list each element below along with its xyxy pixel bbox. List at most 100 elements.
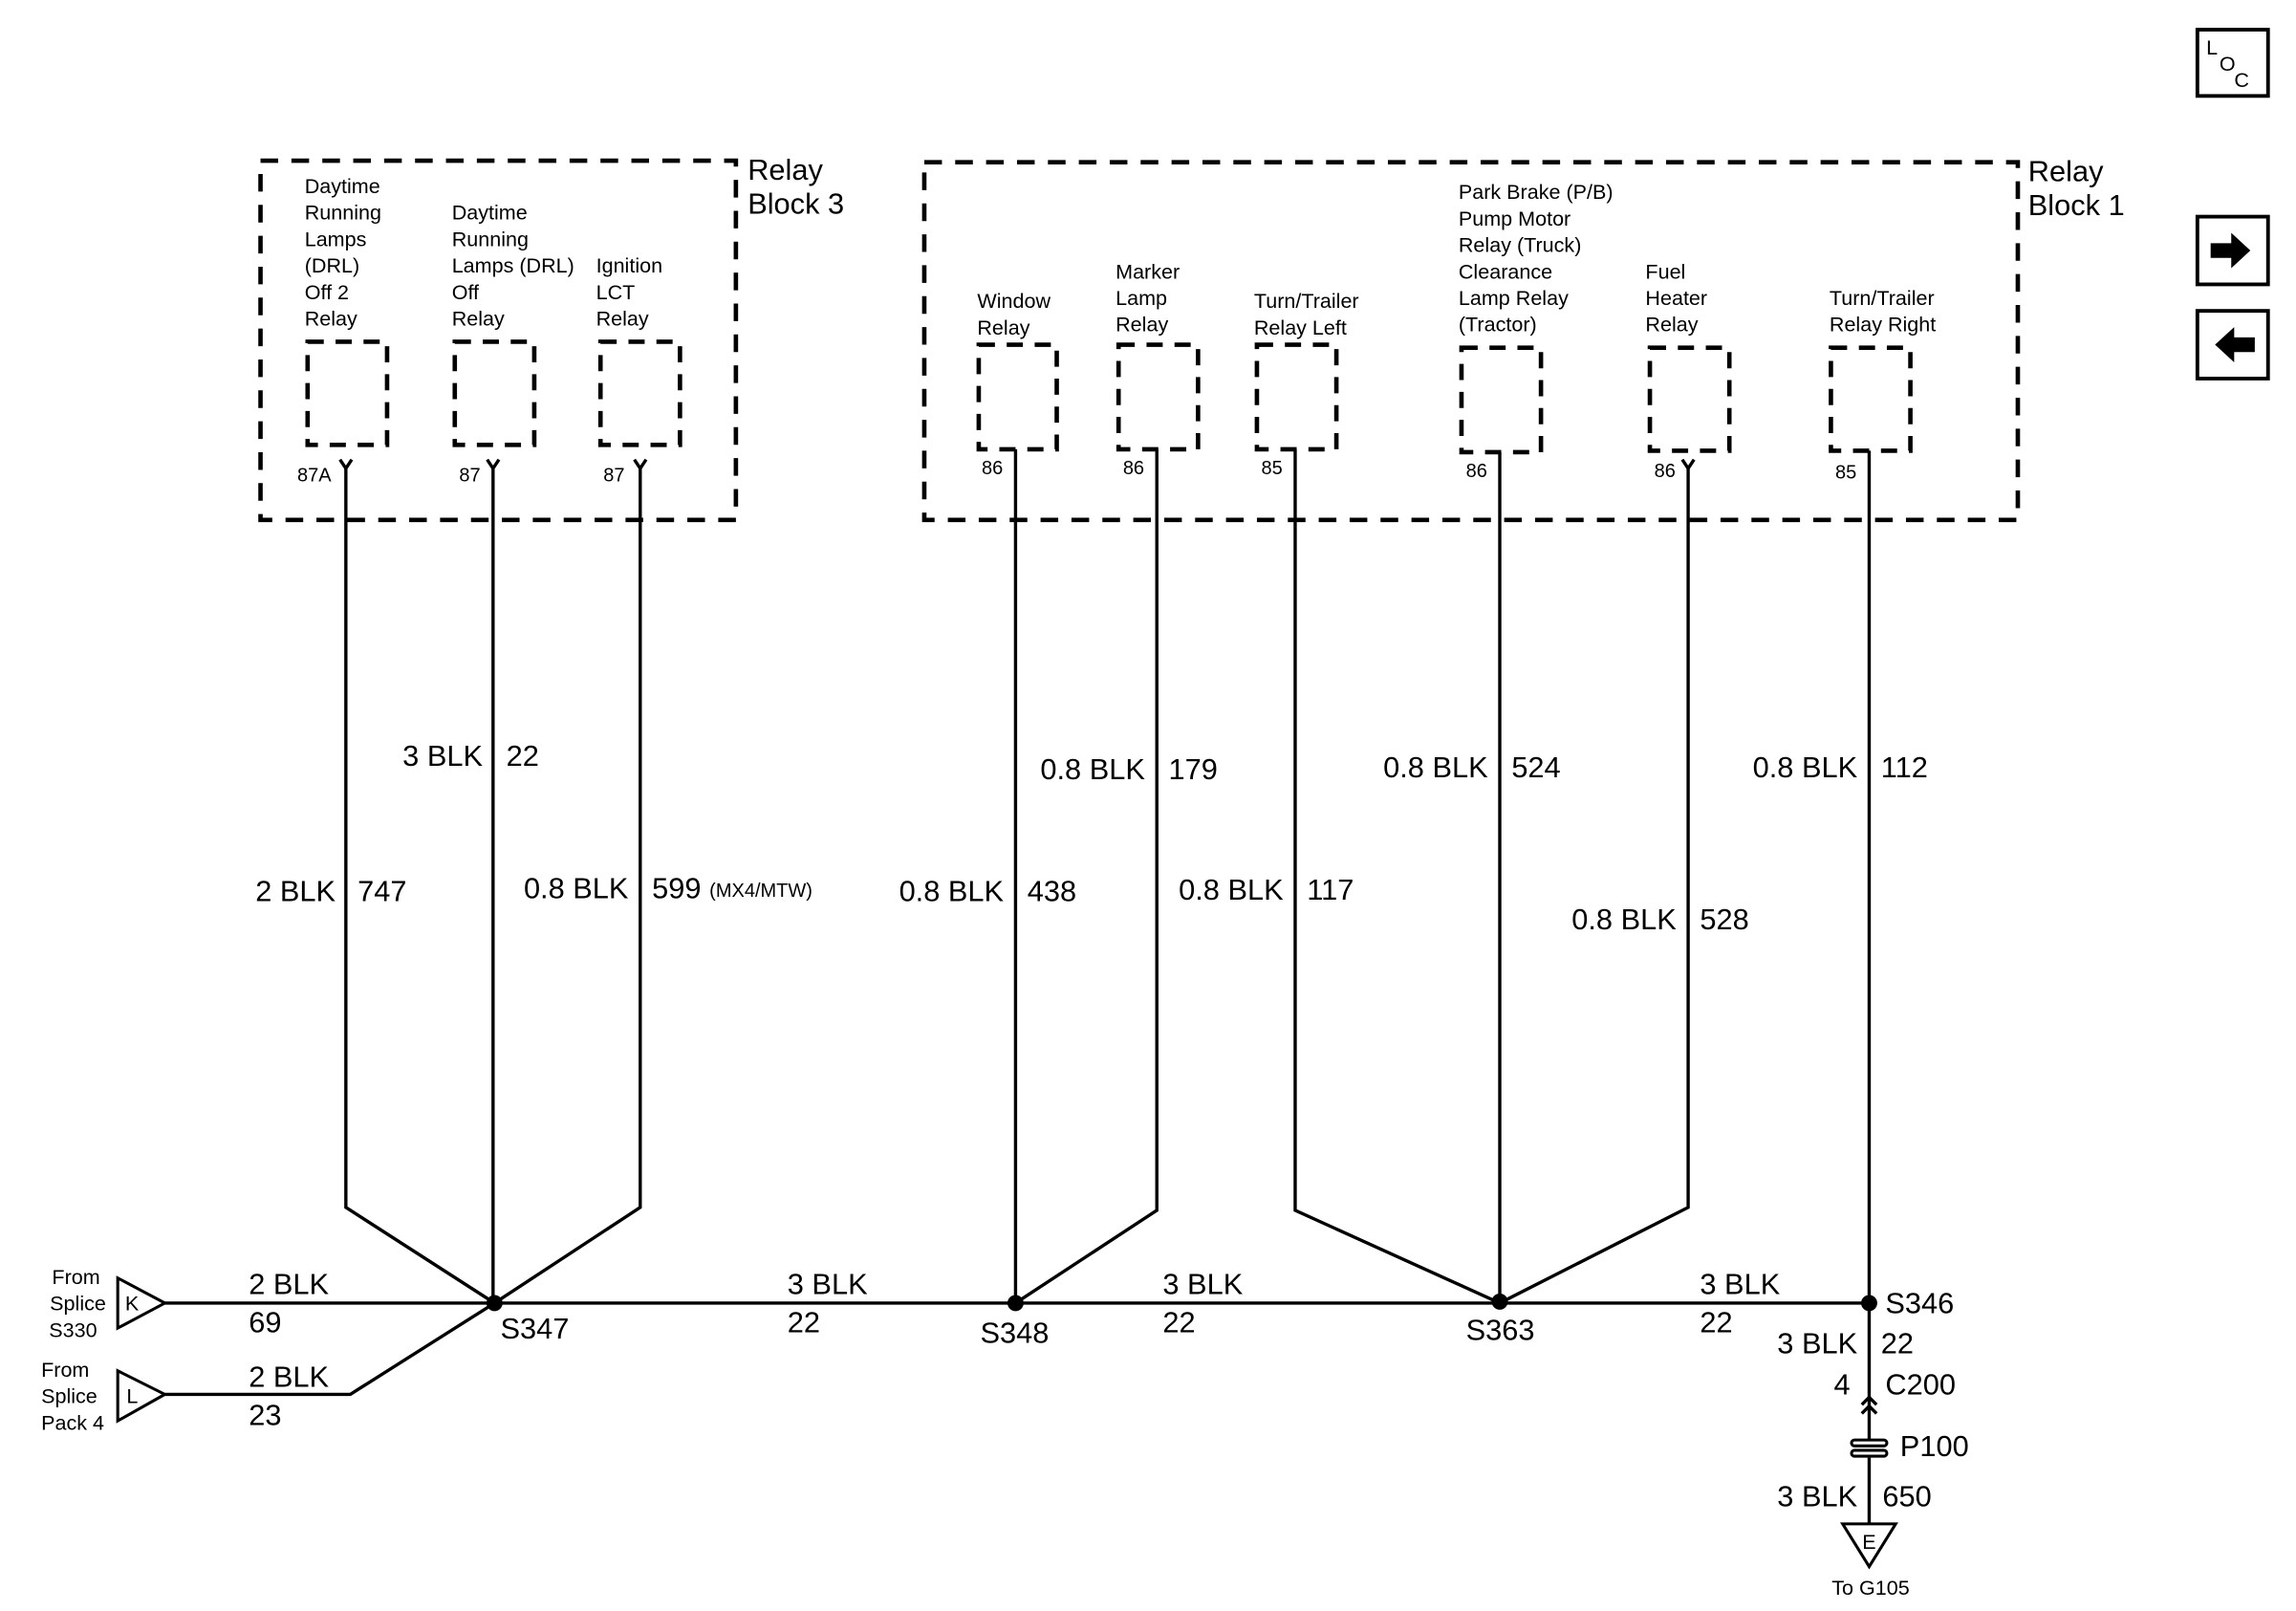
relay-park-brake-clearance[interactable]: Park Brake (P/B) Pump Motor Relay (Truck… <box>1459 180 1614 482</box>
wire-labels: 2 BLK 747 3 BLK 22 0.8 BLK 599 (MX4/MTW)… <box>249 739 1931 1513</box>
relay-label: Relay Right <box>1830 313 1936 337</box>
pin-label: 86 <box>1655 461 1676 482</box>
wire-gauge: 0.8 BLK <box>1753 751 1858 784</box>
wire-circuit: 650 <box>1882 1479 1931 1513</box>
source-label: Splice <box>50 1292 106 1316</box>
next-page-button[interactable] <box>2195 214 2270 287</box>
wire-circuit: 22 <box>1162 1306 1195 1339</box>
relay-block-1-label: Block 1 <box>2028 188 2125 222</box>
relay-label: LCT <box>596 280 636 304</box>
source-label: Pack 4 <box>41 1410 104 1434</box>
wire-23 <box>164 1301 496 1397</box>
ground-g105[interactable]: E To G105 <box>1831 1522 1910 1600</box>
wire-gauge: 0.8 BLK <box>1179 873 1284 906</box>
relay-block-1-label: Relay <box>2028 155 2104 188</box>
wire-circuit: 599 <box>652 872 701 905</box>
wire-gauge: 0.8 BLK <box>1571 903 1677 936</box>
wire-747 <box>344 468 496 1305</box>
relay-box <box>976 342 1059 452</box>
wire-gauge: 3 BLK <box>1162 1268 1243 1301</box>
connector-arrow-icon <box>116 1275 168 1331</box>
source-splice-pack-4[interactable]: L From Splice Pack 4 <box>41 1358 168 1434</box>
relay-drl-off[interactable]: Daytime Running Lamps (DRL) Off Relay 87 <box>452 201 574 487</box>
source-label: From <box>52 1265 99 1289</box>
pin-label: 87 <box>459 466 480 487</box>
relay-label: Relay <box>305 307 357 331</box>
wire-circuit: 22 <box>788 1306 820 1339</box>
connector-c200-p100: 4 C200 P100 <box>1834 1367 1969 1463</box>
wire-117 <box>1293 448 1501 1305</box>
wires <box>164 448 1872 1524</box>
relay-label: Clearance <box>1459 259 1552 283</box>
relay-label: Marker <box>1116 259 1180 283</box>
relay-marker-lamp[interactable]: Marker Lamp Relay 86 <box>1116 259 1201 479</box>
wire-circuit: 747 <box>357 875 406 908</box>
terminal-fork-icon <box>1680 458 1696 471</box>
splice-dot-s346 <box>1861 1295 1877 1312</box>
relay-label: Off <box>452 280 480 304</box>
relay-label: Window <box>977 289 1051 313</box>
relay-box <box>305 339 390 447</box>
splice-label: S347 <box>501 1312 570 1345</box>
inline-connector-icon <box>1850 1448 1889 1458</box>
relay-turn-trailer-right[interactable]: Turn/Trailer Relay Right 85 <box>1829 286 1936 484</box>
location-button[interactable]: L O C <box>2195 28 2270 98</box>
pin-label: 87A <box>297 466 332 487</box>
relay-label: Fuel <box>1645 259 1685 283</box>
relay-label: Relay <box>1116 313 1168 337</box>
wire-gauge: 0.8 BLK <box>524 872 629 905</box>
wire-circuit: 22 <box>507 739 539 773</box>
wire-circuit: 22 <box>1700 1306 1732 1339</box>
relay-label: Park Brake (P/B) <box>1459 180 1614 204</box>
terminal-fork-icon <box>338 458 354 471</box>
relay-label: Turn/Trailer <box>1830 286 1935 310</box>
arrow-left-icon <box>2215 327 2255 363</box>
relay-label: (DRL) <box>305 253 359 277</box>
relay-box <box>1116 342 1201 452</box>
relay-ignition-lct[interactable]: Ignition LCT Relay 87 <box>596 253 682 487</box>
splice-dot-s347 <box>486 1295 503 1312</box>
source-label: From <box>41 1358 89 1382</box>
relay-turn-trailer-left[interactable]: Turn/Trailer Relay Left 85 <box>1254 289 1359 479</box>
source-splice-s330[interactable]: K From Splice S330 <box>49 1265 168 1341</box>
source-letter: L <box>126 1384 138 1408</box>
relay-label: Relay <box>977 316 1029 339</box>
wire-circuit: 524 <box>1511 751 1560 784</box>
relay-label: Heater <box>1645 286 1707 310</box>
relay-label: Turn/Trailer <box>1254 289 1359 313</box>
relay-block-3: Relay Block 3 Daytime Running Lamps (DRL… <box>258 153 844 523</box>
relay-label: Lamp Relay <box>1459 286 1569 310</box>
arrow-right-icon <box>2210 232 2251 269</box>
wire-gauge: 3 BLK <box>1777 1479 1857 1513</box>
location-icon <box>2195 28 2270 98</box>
relay-label: Running <box>305 201 381 225</box>
wire-gauge: 0.8 BLK <box>899 875 1005 908</box>
relay-label: Lamps <box>305 227 367 250</box>
source-label: Splice <box>41 1384 97 1408</box>
wire-circuit: 69 <box>249 1306 281 1339</box>
relay-label: Relay <box>596 307 649 331</box>
previous-page-button[interactable] <box>2195 309 2270 381</box>
loc-letter: C <box>2234 68 2249 92</box>
splice-dot-s363 <box>1491 1293 1508 1310</box>
relay-box <box>1254 342 1339 452</box>
ground-letter: E <box>1862 1530 1875 1554</box>
connector-label: C200 <box>1885 1367 1956 1401</box>
relay-label: Relay <box>452 307 505 331</box>
wire-circuit: 117 <box>1307 873 1354 906</box>
wire-528 <box>1499 468 1690 1305</box>
ground-triangle-icon <box>1839 1522 1898 1570</box>
relay-label: Daytime <box>305 174 380 198</box>
pin-label: 85 <box>1262 458 1283 479</box>
connector-pin: 4 <box>1834 1367 1851 1401</box>
pin-label: 86 <box>982 458 1003 479</box>
relay-label: (Tractor) <box>1459 313 1537 337</box>
relay-drl-off-2[interactable]: Daytime Running Lamps (DRL) Off 2 Relay … <box>297 174 390 487</box>
loc-letter: L <box>2206 35 2218 59</box>
relay-fuel-heater[interactable]: Fuel Heater Relay 86 <box>1645 259 1732 482</box>
relay-window[interactable]: Window Relay 86 <box>976 289 1059 479</box>
splice-dot-s348 <box>1007 1295 1024 1312</box>
wire-gauge: 3 BLK <box>1777 1326 1857 1360</box>
terminal-fork-icon <box>486 458 501 471</box>
splice-label: S363 <box>1466 1313 1535 1346</box>
